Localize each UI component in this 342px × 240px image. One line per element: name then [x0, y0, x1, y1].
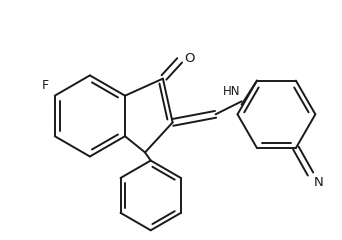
Text: F: F — [42, 79, 49, 92]
Text: HN: HN — [223, 85, 241, 98]
Text: N: N — [314, 176, 324, 189]
Text: O: O — [184, 52, 195, 65]
